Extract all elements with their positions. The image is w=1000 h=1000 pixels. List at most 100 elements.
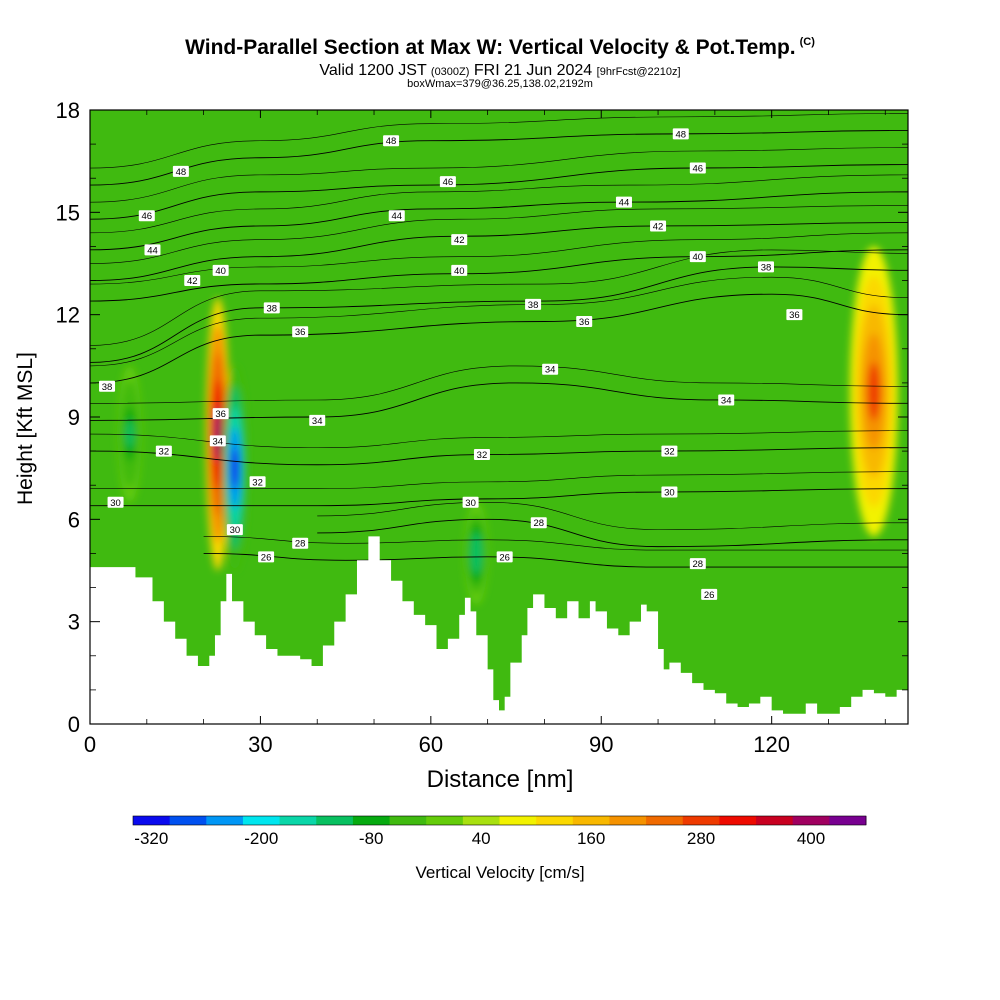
contour-label-text-15: 28 xyxy=(295,539,306,550)
contour-label-bg-4 xyxy=(212,264,229,276)
contour-label-bg-40 xyxy=(701,588,718,600)
contour-label-bg-6 xyxy=(292,326,309,338)
contour-label-bg-37 xyxy=(661,445,678,457)
contour-label-text-6: 36 xyxy=(295,327,306,338)
colorbar-tick-label-3: 40 xyxy=(472,829,491,848)
colorbar-swatch-1 xyxy=(169,816,207,825)
contour-label-32: 42 xyxy=(650,220,667,232)
valid-time: Valid 1200 JST xyxy=(319,62,427,79)
colorbar-swatch-4 xyxy=(279,816,317,825)
colorbar-swatch-10 xyxy=(499,816,537,825)
contour-label-19: 44 xyxy=(388,210,405,222)
contour-label-22: 38 xyxy=(525,298,542,311)
contour-label-text-26: 30 xyxy=(465,498,476,509)
contour-label-text-12: 32 xyxy=(252,477,263,488)
contour-label-36: 34 xyxy=(718,394,735,406)
theta-contour-minor-10 xyxy=(90,147,908,203)
contour-label-3: 42 xyxy=(184,275,201,287)
contour-label-text-20: 42 xyxy=(454,235,465,246)
contour-label-bg-26 xyxy=(462,496,479,508)
valid-date: FRI 21 Jun 2024 xyxy=(473,62,593,79)
contour-label-10: 32 xyxy=(155,445,172,458)
contour-label-text-33: 40 xyxy=(693,252,704,263)
velocity-core-1-4 xyxy=(230,447,239,489)
contour-label-text-17: 48 xyxy=(386,136,397,147)
colorbar-tick-label-1: -200 xyxy=(244,829,278,848)
contour-label-text-10: 32 xyxy=(159,447,170,458)
contour-label-26: 30 xyxy=(462,496,479,509)
contour-label-text-5: 38 xyxy=(266,303,277,314)
theta-contour-36 xyxy=(90,293,908,384)
contour-label-bg-39 xyxy=(689,558,706,570)
contour-label-25: 32 xyxy=(473,449,490,461)
theta-contour-minor-7 xyxy=(90,232,908,285)
contour-label-7: 38 xyxy=(99,380,116,393)
contour-label-text-2: 44 xyxy=(147,245,158,256)
contour-label-bg-7 xyxy=(99,380,116,392)
contour-label-bg-25 xyxy=(473,449,490,461)
contour-label-bg-13 xyxy=(107,496,124,508)
theta-contour-minor-2 xyxy=(90,471,908,489)
chart-subtitle: Valid 1200 JST (0300Z) FRI 21 Jun 2024 [… xyxy=(0,62,1000,80)
contour-label-0: 48 xyxy=(172,165,189,178)
contour-label-28: 26 xyxy=(496,551,513,563)
contour-label-text-21: 40 xyxy=(454,266,465,277)
colorbar-frame xyxy=(132,815,867,826)
contour-label-bg-1 xyxy=(138,210,155,222)
contour-label-6: 36 xyxy=(292,326,309,338)
contour-label-bg-8 xyxy=(212,408,229,420)
contour-label-bg-23 xyxy=(576,315,593,327)
contour-label-13: 30 xyxy=(107,496,124,509)
contour-label-text-16: 26 xyxy=(261,552,272,563)
colorbar-label: Vertical Velocity [cm/s] xyxy=(415,863,585,882)
contour-label-bg-3 xyxy=(184,275,201,287)
colorbar-swatch-18 xyxy=(792,816,830,825)
contour-label-bg-21 xyxy=(451,264,468,276)
contour-label-5: 38 xyxy=(263,302,280,314)
contour-label-text-0: 48 xyxy=(176,167,187,178)
contour-label-bg-22 xyxy=(525,298,542,310)
contour-label-text-37: 32 xyxy=(664,447,675,458)
theta-contour-28 xyxy=(317,518,908,548)
colorbar: -320 -200 -80 40 160 280 400 xyxy=(132,815,867,848)
contour-label-39: 28 xyxy=(689,558,706,570)
contour-label-text-18: 46 xyxy=(443,177,454,188)
contour-label-bg-34 xyxy=(757,261,774,273)
contour-label-bg-38 xyxy=(661,486,678,498)
contour-label-38: 30 xyxy=(661,486,678,499)
colorbar-swatch-16 xyxy=(719,816,757,825)
contour-label-21: 40 xyxy=(451,264,468,277)
contour-label-text-30: 46 xyxy=(693,163,704,174)
y-tick-label-1: 3 xyxy=(68,610,80,635)
contour-label-20: 42 xyxy=(451,234,468,246)
contour-label-bg-35 xyxy=(786,309,803,321)
utc-time: (0300Z) xyxy=(430,66,470,78)
contour-label-33: 40 xyxy=(689,251,706,263)
contour-label-bg-27 xyxy=(530,517,547,529)
colorbar-swatch-5 xyxy=(316,816,354,825)
contour-label-text-23: 36 xyxy=(579,317,590,328)
contour-label-8: 36 xyxy=(212,408,229,420)
contour-label-text-11: 34 xyxy=(312,416,323,427)
colorbar-swatch-19 xyxy=(829,816,867,825)
x-tick-label-3: 90 xyxy=(589,732,613,757)
theta-contour-minor-8 xyxy=(90,205,908,264)
theta-contour-minor-3 xyxy=(90,430,908,449)
theta-contour-minor-4 xyxy=(90,365,908,404)
contour-label-text-34: 38 xyxy=(761,262,772,273)
theta-contour-minor-11 xyxy=(90,113,908,169)
colorbar-swatch-12 xyxy=(572,816,610,825)
colorbar-tick-label-4: 160 xyxy=(577,829,605,848)
theta-contour-38 xyxy=(90,266,908,363)
x-tick-label-0: 0 xyxy=(84,732,96,757)
theta-contour-minor-1 xyxy=(317,502,908,530)
contour-label-text-3: 42 xyxy=(187,276,198,287)
contour-label-bg-12 xyxy=(249,476,266,488)
contour-label-29: 48 xyxy=(672,128,689,140)
contour-label-4: 40 xyxy=(212,264,229,277)
chart-title-text: Wind-Parallel Section at Max W: Vertical… xyxy=(185,36,796,59)
forecast-info: [9hrFcst@2210z] xyxy=(596,66,681,78)
theta-contour-minor-5 xyxy=(90,276,908,367)
